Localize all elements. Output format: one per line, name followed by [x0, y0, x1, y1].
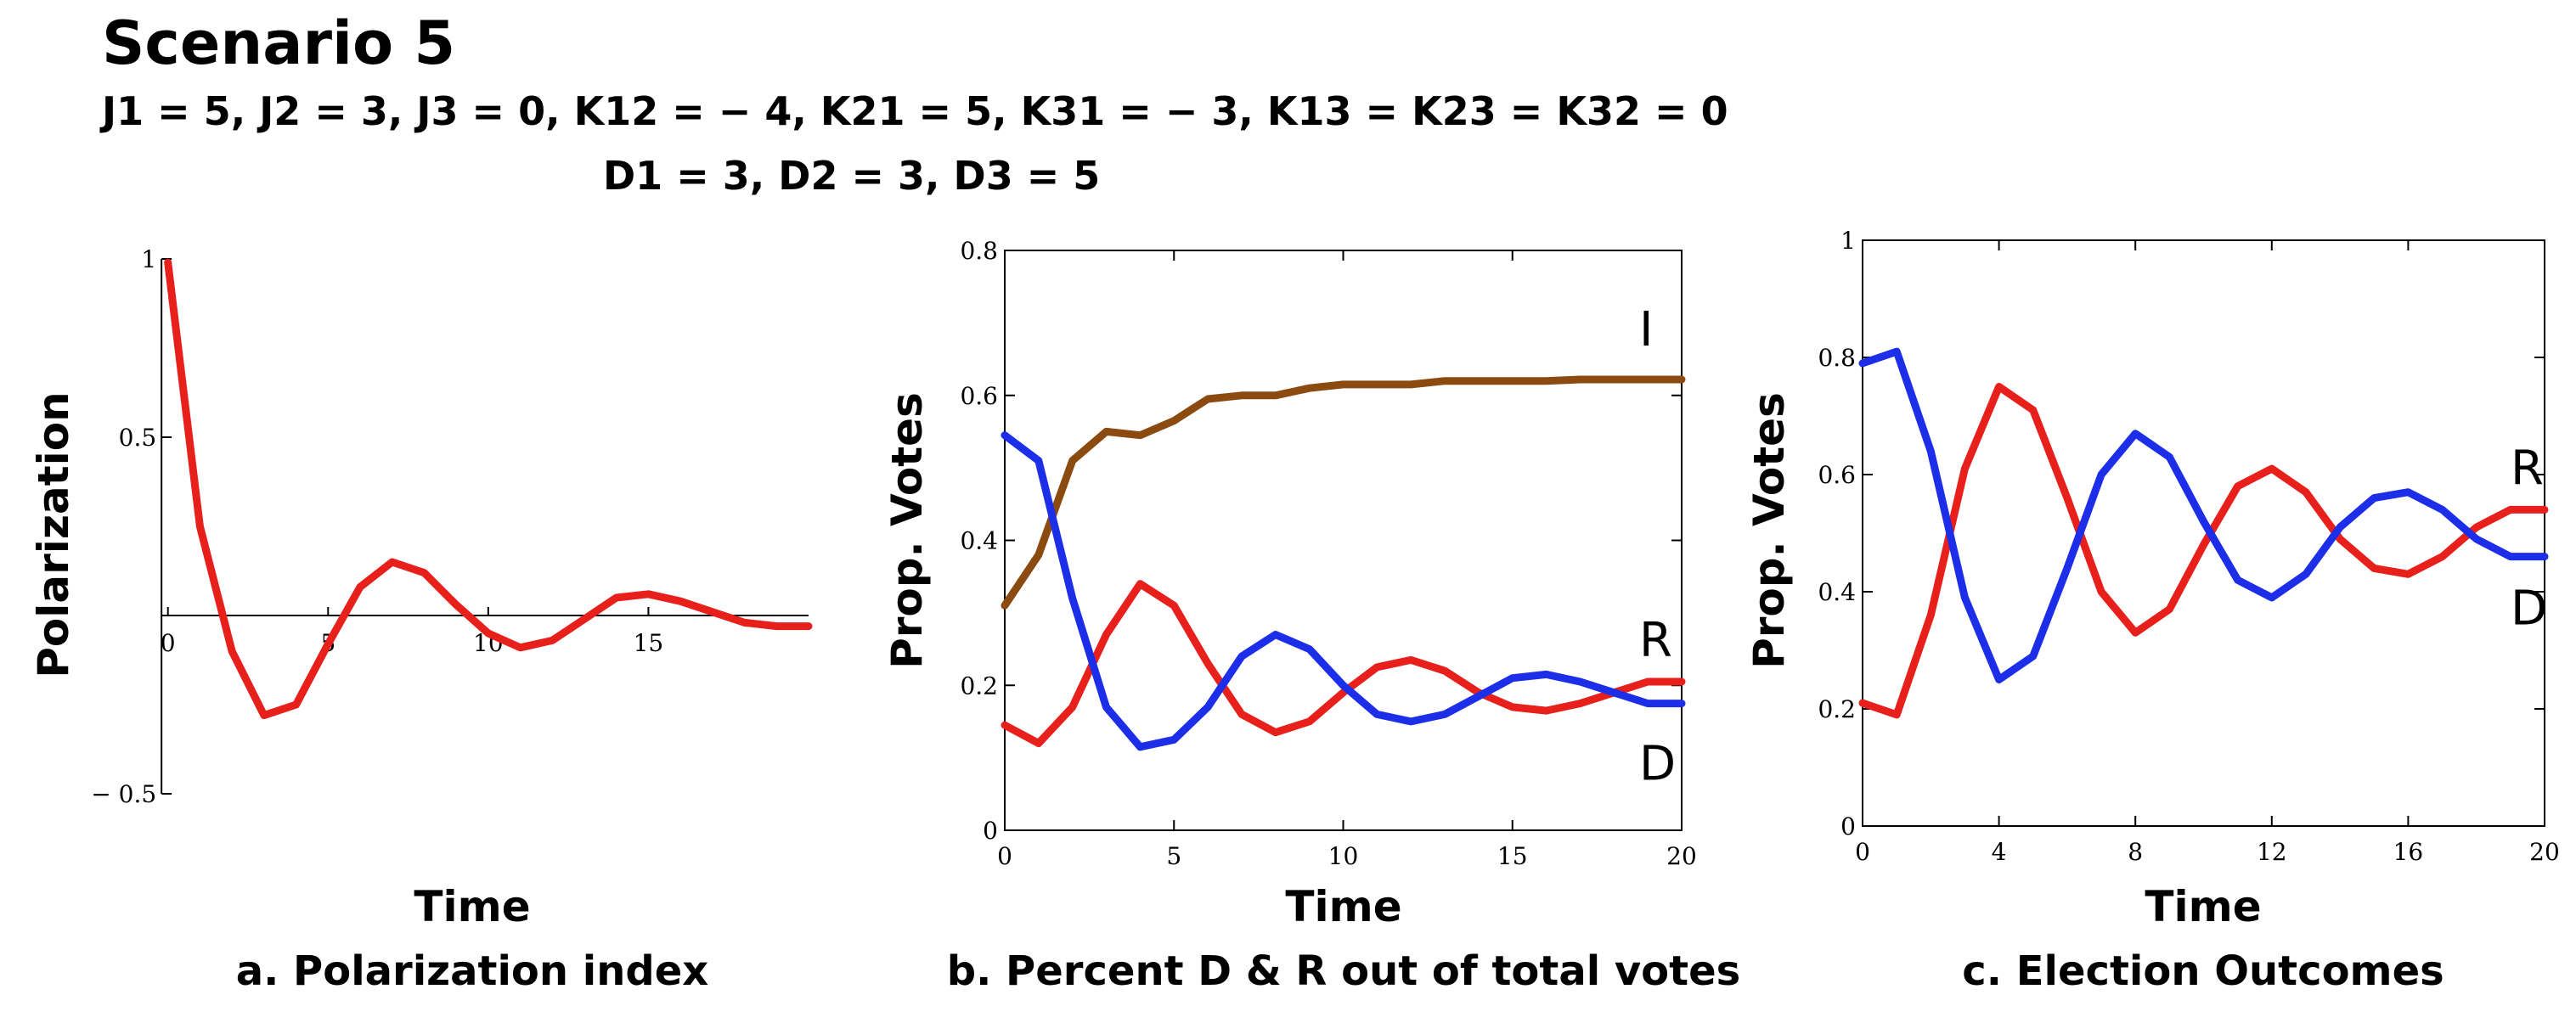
series-line-i	[1001, 375, 1686, 610]
x-tick-label: 15	[1497, 842, 1528, 870]
series-label-i: I	[1639, 302, 1654, 357]
y-axis-label: Polarization	[29, 391, 78, 678]
x-tick-label: 20	[2529, 838, 2560, 866]
y-axis-label: Prop. Votes	[882, 392, 932, 669]
y-tick-label: 0.8	[960, 237, 998, 265]
y-tick-label: 0.6	[960, 382, 998, 410]
series-label-d: D	[1639, 737, 1676, 792]
x-tick-label: 10	[1328, 842, 1359, 870]
y-tick-label: 1	[141, 245, 156, 273]
chart-2: 0 0.2 0.4 0.6 0.8 0 5 10 15 20 I R D Time Prop. Votes b…	[882, 237, 1740, 995]
x-tick-label: 0	[997, 842, 1012, 870]
x-tick-label: 0	[1855, 838, 1870, 866]
x-tick-label: 15	[634, 629, 664, 657]
x-tick-label: 5	[1166, 842, 1181, 870]
y-tick-label: 0	[1840, 812, 1856, 840]
y-tick-label: 0.4	[960, 527, 998, 555]
y-axis-label: Prop. Votes	[1745, 392, 1794, 669]
y-tick-label: 0.6	[1818, 461, 1856, 489]
parameters-line-1: J1 = 5, J2 = 3, J3 = 0, K12 = − 4, K21 =…	[102, 88, 1728, 134]
chart-caption: b. Percent D & R out of total votes	[947, 947, 1740, 995]
x-axis-label: Time	[1285, 882, 1401, 931]
chart-caption: c. Election Outcomes	[1962, 947, 2444, 995]
series-line-polarization	[164, 258, 813, 720]
y-tick-label: 0.2	[960, 672, 998, 700]
parameters-line-2: D1 = 3, D2 = 3, D3 = 5	[603, 153, 1101, 199]
y-tick-label: 1	[1840, 227, 1856, 255]
series-label-d: D	[2511, 582, 2547, 637]
x-axis-label: Time	[414, 882, 530, 931]
x-tick-label: 0	[161, 629, 176, 657]
x-tick-label: 4	[1992, 838, 2007, 866]
x-tick-label: 16	[2393, 838, 2424, 866]
y-tick-label: 0	[983, 817, 998, 845]
series-line-r	[1001, 580, 1686, 747]
series-label-r: R	[2511, 441, 2544, 496]
plot-frame	[1862, 239, 2545, 827]
plot-frame	[1004, 250, 1683, 831]
series-line-r	[1858, 383, 2549, 719]
y-tick-label: 0.4	[1818, 578, 1856, 606]
chart-3: 0 0.2 0.4 0.6 0.8 1 0 4 8 12 16 20 R D Time Prop. Votes…	[1745, 227, 2560, 995]
x-tick-label: 20	[1666, 842, 1697, 870]
x-tick-label: 12	[2257, 838, 2287, 866]
y-tick-label: 0.8	[1818, 344, 1856, 372]
series-label-r: R	[1639, 613, 1672, 668]
x-tick-label: 8	[2128, 838, 2143, 866]
chart-caption: a. Polarization index	[236, 947, 709, 995]
y-tick-label: 0.5	[119, 424, 157, 452]
series-line-d	[1001, 431, 1686, 751]
page-title: Scenario 5	[102, 8, 456, 78]
x-axis-label: Time	[2145, 882, 2261, 931]
y-tick-label: − 0.5	[91, 780, 156, 808]
series-line-d	[1858, 347, 2549, 683]
y-tick-label: 0.2	[1818, 695, 1856, 723]
